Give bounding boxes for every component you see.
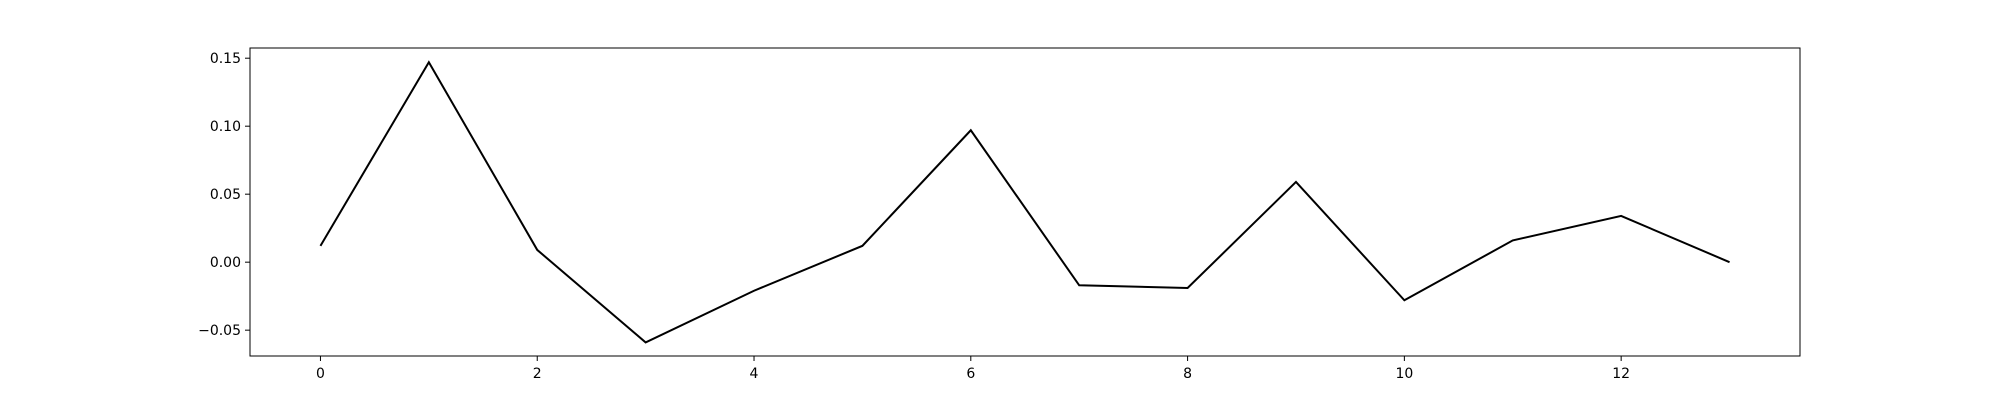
series-line (319, 60, 1730, 344)
y-tick-label: −0.05 (198, 323, 241, 339)
x-tick-label: 8 (1183, 366, 1192, 382)
y-tick-label: 0.05 (210, 187, 241, 203)
series-lines (319, 60, 1730, 344)
y-tick-label: 0.00 (210, 255, 241, 271)
x-tick-label: 12 (1612, 366, 1630, 382)
x-tick-label: 4 (750, 366, 759, 382)
x-tick-label: 2 (533, 366, 542, 382)
y-tick-label: 0.10 (210, 119, 241, 135)
y-tick-label: 0.15 (210, 51, 241, 67)
x-tick-label: 6 (966, 366, 975, 382)
plot-frame (249, 47, 1801, 357)
axis-ticks: 0 2 4 6 8 10 12 −0.05 0.00 0.05 0.10 0.15 (198, 51, 1630, 382)
x-tick-label: 10 (1395, 366, 1413, 382)
x-tick-label: 0 (316, 366, 325, 382)
